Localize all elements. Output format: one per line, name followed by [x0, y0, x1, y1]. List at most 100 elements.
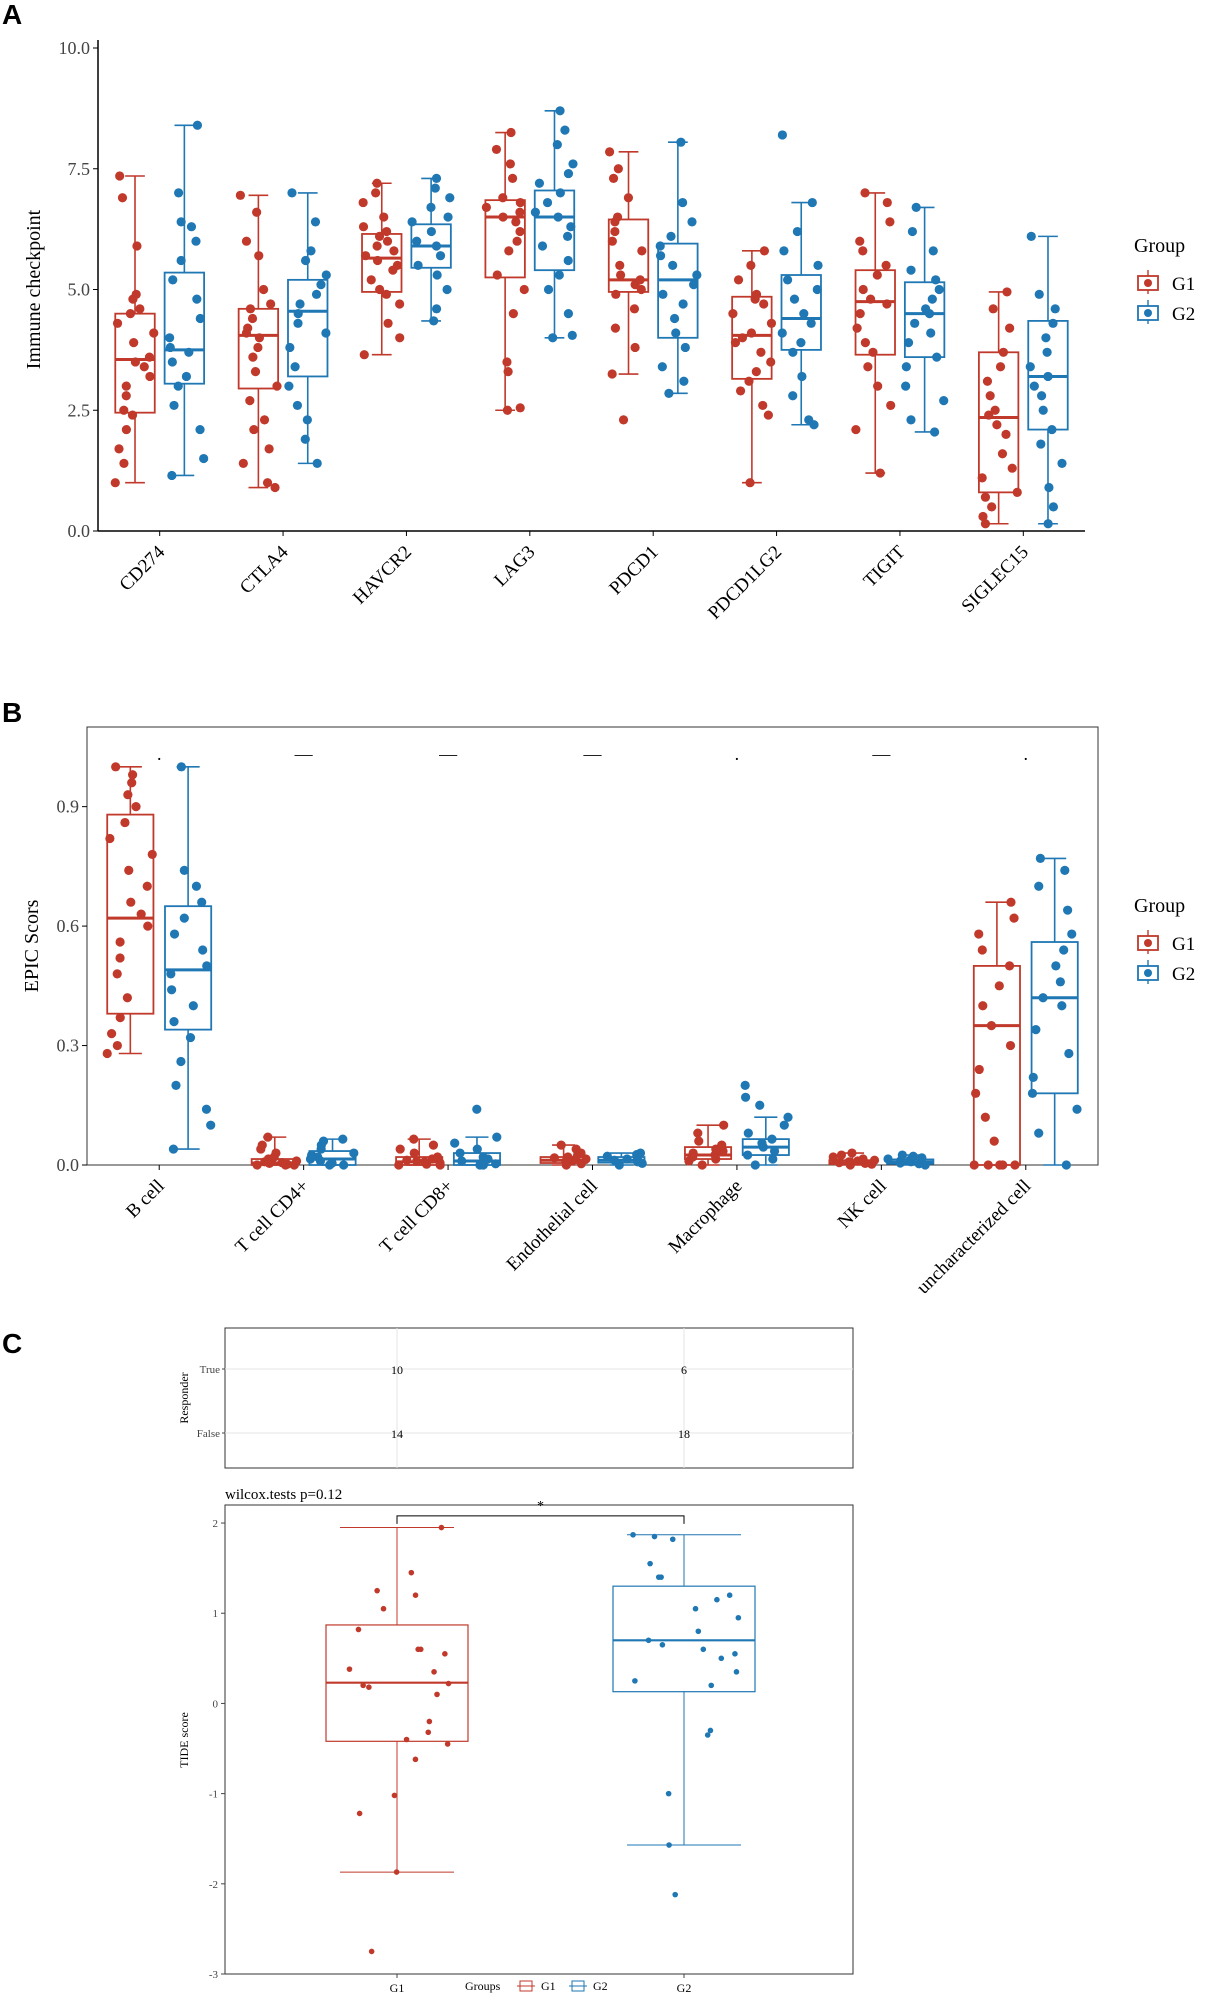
data-point [613, 212, 623, 222]
data-point [1061, 1160, 1071, 1170]
data-point [567, 330, 577, 340]
data-point [252, 1160, 262, 1170]
data-point [445, 193, 455, 203]
data-point [987, 502, 997, 512]
data-point [508, 173, 518, 184]
data-point [1002, 287, 1012, 297]
data-point [112, 1040, 122, 1051]
data-point [978, 511, 988, 522]
data-point [371, 188, 381, 198]
data-point [563, 1152, 573, 1162]
box-g2 [1030, 941, 1079, 1095]
data-point [921, 304, 931, 314]
data-point [391, 1792, 398, 1799]
data-point [241, 236, 252, 246]
data-point [629, 304, 640, 314]
data-point [394, 1160, 404, 1170]
data-point [114, 444, 124, 454]
data-point [929, 427, 940, 437]
legend-label: G2 [1172, 964, 1195, 985]
data-point [903, 338, 914, 348]
data-point [431, 1669, 437, 1675]
data-point [655, 241, 665, 251]
data-point [455, 1148, 465, 1158]
data-point [553, 212, 563, 222]
data-point [292, 400, 303, 411]
data-point [426, 1718, 433, 1725]
data-point [934, 284, 944, 295]
data-point [571, 1144, 581, 1154]
data-point [438, 1524, 445, 1531]
data-point [982, 376, 993, 386]
data-point [366, 1684, 372, 1690]
x-tick-label: CD274 [116, 541, 170, 595]
data-point [906, 415, 916, 425]
data-point [1004, 961, 1015, 971]
data-point [693, 1128, 703, 1138]
data-point [266, 299, 276, 309]
data-point [750, 1160, 760, 1170]
data-point [847, 1148, 857, 1158]
data-point [368, 1948, 375, 1955]
x-tick-label: B cell [122, 1176, 169, 1223]
data-point [865, 294, 876, 304]
data-point [145, 371, 155, 382]
data-point [270, 482, 280, 493]
data-point [318, 1136, 329, 1146]
data-point [623, 193, 634, 203]
data-point [206, 1120, 216, 1130]
data-point [873, 381, 883, 391]
data-point [272, 381, 282, 391]
y-axis-title: Responder [177, 1372, 191, 1423]
data-point [806, 318, 816, 328]
significance-mark: — [871, 744, 891, 764]
data-point [478, 1152, 488, 1162]
data-point [199, 453, 209, 464]
data-point [732, 1651, 738, 1657]
data-point [248, 352, 258, 362]
data-point [412, 1756, 419, 1763]
data-point [637, 246, 647, 256]
data-point [679, 376, 689, 386]
data-point [783, 1112, 793, 1122]
data-point [123, 790, 133, 800]
data-point [744, 376, 754, 386]
y-axis-title: Immune checkpoint [23, 209, 45, 369]
data-point [659, 1641, 666, 1648]
data-point [1029, 381, 1039, 391]
x-tick-label: PDCD1LG2 [704, 542, 786, 624]
data-point [568, 159, 578, 169]
plot-frame [224, 1504, 854, 1975]
data-point [906, 265, 916, 275]
data-point [1035, 853, 1045, 864]
data-point [655, 1574, 662, 1580]
panel-a-letter: A [2, 0, 22, 30]
data-point [844, 1157, 854, 1167]
data-point [608, 173, 619, 184]
data-point [374, 1587, 380, 1594]
data-point [372, 255, 383, 266]
data-point [1038, 993, 1048, 1003]
data-point [990, 405, 1000, 415]
data-point [1027, 1088, 1038, 1098]
data-point [176, 1056, 186, 1067]
data-point [169, 929, 180, 939]
significance-mark: . [1024, 744, 1029, 764]
data-point [836, 1150, 847, 1160]
data-point [366, 275, 376, 285]
data-point [124, 865, 134, 875]
data-point [245, 395, 255, 406]
data-point [287, 188, 297, 198]
data-point [431, 173, 442, 184]
data-point [302, 415, 312, 425]
data-point [169, 400, 179, 411]
data-point [548, 333, 558, 343]
data-point [408, 1569, 415, 1576]
data-point [106, 1029, 117, 1039]
data-point [395, 333, 405, 343]
data-point [122, 993, 133, 1003]
data-point [188, 1001, 198, 1011]
data-point [127, 410, 138, 420]
data-point [767, 1134, 777, 1144]
data-point [1012, 487, 1022, 497]
